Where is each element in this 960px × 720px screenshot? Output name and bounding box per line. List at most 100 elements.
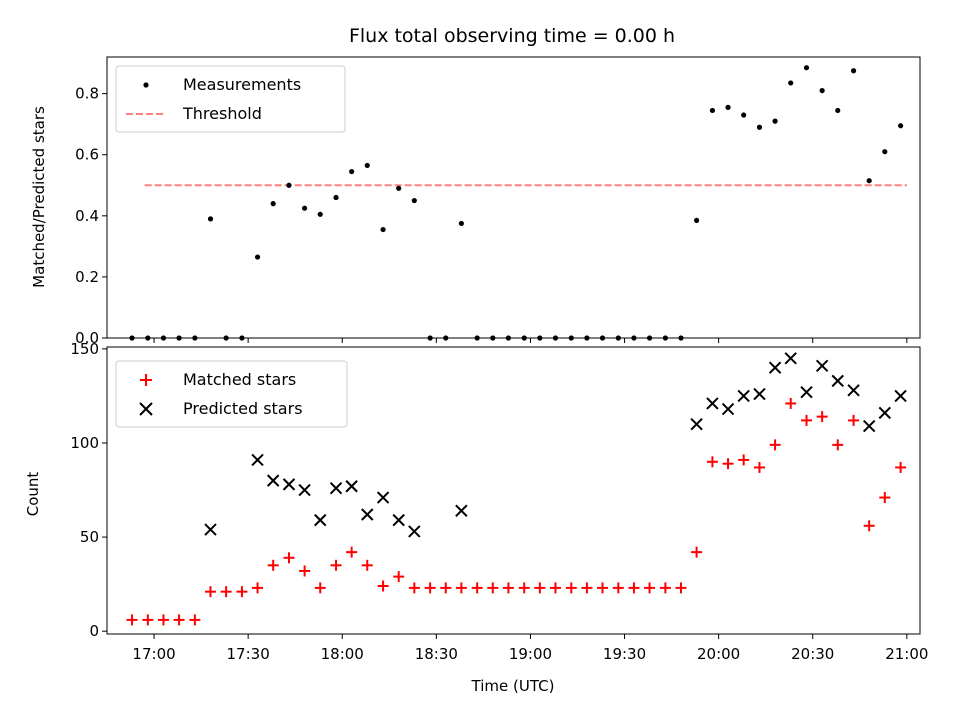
- matched-point: [126, 614, 138, 626]
- x-tick-label: 19:00: [509, 645, 552, 663]
- x-tick-label: 18:30: [415, 645, 458, 663]
- predicted-point: [690, 417, 703, 431]
- bottom-y-axis-label: Count: [24, 472, 42, 517]
- legend-threshold-label: Threshold: [182, 104, 262, 123]
- matched-point: [314, 582, 326, 594]
- legend-measurements-marker: [143, 82, 149, 88]
- predicted-point: [894, 389, 907, 403]
- x-axis-label: Time (UTC): [471, 677, 555, 695]
- predicted-point: [721, 402, 735, 416]
- bottom-y-tick-label: 100: [70, 434, 99, 452]
- predicted-point: [361, 508, 374, 521]
- chart-title: Flux total observing time = 0.00 h: [349, 25, 675, 47]
- matched-point: [549, 582, 561, 594]
- bottom-legend-box: [115, 360, 348, 428]
- predicted-point: [408, 525, 421, 538]
- matched-point: [612, 582, 624, 594]
- predicted-point: [298, 483, 311, 497]
- matched-point: [675, 582, 687, 594]
- measurement-point: [270, 201, 276, 207]
- predicted-point: [455, 504, 468, 517]
- predicted-point: [266, 474, 280, 487]
- predicted-point: [329, 481, 343, 495]
- x-tick-label: 18:00: [321, 645, 364, 663]
- matched-point: [471, 582, 483, 594]
- matched-point: [753, 461, 765, 473]
- predicted-point: [753, 387, 766, 401]
- matched-point: [252, 582, 264, 594]
- predicted-point: [345, 480, 358, 493]
- predicted-point: [251, 453, 264, 467]
- matched-point: [581, 582, 593, 594]
- matched-point: [455, 582, 467, 594]
- measurement-point: [364, 162, 370, 169]
- x-tick-label: 20:30: [791, 645, 834, 663]
- legend-predicted-marker: [139, 402, 153, 416]
- x-tick-label: 21:00: [885, 645, 928, 663]
- top-axes-frame: [106, 56, 921, 339]
- predicted-point: [768, 361, 782, 374]
- measurement-point: [286, 182, 292, 188]
- matched-point: [769, 439, 781, 451]
- matched-point: [205, 586, 217, 598]
- legend-matched-marker: [140, 374, 152, 386]
- top-plot-area: [129, 65, 907, 341]
- x-tick-label: 19:30: [603, 645, 646, 663]
- measurement-point: [882, 149, 888, 155]
- matched-point: [142, 614, 154, 626]
- matched-point: [691, 546, 703, 558]
- measurement-point: [349, 168, 355, 175]
- matched-point: [408, 582, 420, 594]
- matched-point: [785, 397, 797, 409]
- bottom-axis-ticks: 0 50 100 150 17:00 17:30 18:00 18:30 19:00 19:30 2…: [70, 340, 928, 663]
- measurement-point: [866, 178, 872, 184]
- matched-point: [597, 582, 609, 594]
- x-tick-label: 20:00: [697, 645, 740, 663]
- predicted-point: [831, 374, 844, 388]
- matched-point: [424, 582, 436, 594]
- matched-point: [157, 614, 169, 626]
- top-y-tick-label: 0.2: [75, 268, 99, 286]
- measurement-point: [317, 211, 323, 217]
- matched-point: [299, 565, 311, 577]
- top-panel: Flux total observing time = 0.00 h Match…: [30, 25, 921, 347]
- top-legend: Measurements Threshold: [115, 65, 346, 133]
- measurement-point: [694, 217, 700, 224]
- bottom-y-tick-label: 50: [80, 528, 99, 546]
- predicted-point: [878, 406, 892, 420]
- measurement-point: [254, 254, 261, 260]
- predicted-point: [815, 359, 829, 373]
- measurement-point: [898, 123, 904, 129]
- measurement-point: [772, 118, 778, 124]
- predicted-point: [800, 385, 813, 399]
- matched-point: [738, 454, 750, 466]
- matched-point: [644, 582, 656, 594]
- bottom-panel: Count Time (UTC) 0 50 100 150 17:00 17:30 18:0…: [24, 340, 928, 695]
- measurement-point: [803, 65, 810, 71]
- measurement-point: [835, 107, 841, 114]
- matched-point: [173, 614, 185, 626]
- matched-point: [377, 580, 389, 592]
- bottom-y-tick-label: 0: [89, 622, 99, 640]
- bottom-y-tick-label: 150: [70, 340, 99, 358]
- measurement-point: [458, 220, 464, 227]
- matched-point: [487, 582, 499, 594]
- measurement-point: [819, 87, 825, 94]
- measurement-point: [333, 194, 339, 201]
- matched-point: [283, 552, 295, 564]
- matched-point: [267, 559, 279, 571]
- matched-point: [863, 520, 875, 532]
- measurement-point: [725, 104, 731, 110]
- predicted-point: [784, 352, 797, 365]
- top-y-tick-label: 0.0: [75, 329, 99, 347]
- matched-point: [706, 456, 718, 468]
- measurement-point: [207, 216, 214, 222]
- matched-point: [534, 582, 546, 594]
- top-y-tick-label: 0.4: [75, 207, 99, 225]
- predicted-point: [862, 419, 876, 433]
- measurement-point: [709, 107, 716, 114]
- matched-point: [659, 582, 671, 594]
- matched-point: [816, 411, 828, 423]
- matched-point: [440, 582, 452, 594]
